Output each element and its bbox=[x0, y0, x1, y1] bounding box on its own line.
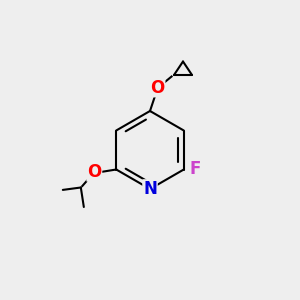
Text: O: O bbox=[87, 163, 101, 181]
Text: O: O bbox=[150, 79, 165, 97]
Text: F: F bbox=[190, 160, 201, 178]
Text: N: N bbox=[143, 180, 157, 198]
